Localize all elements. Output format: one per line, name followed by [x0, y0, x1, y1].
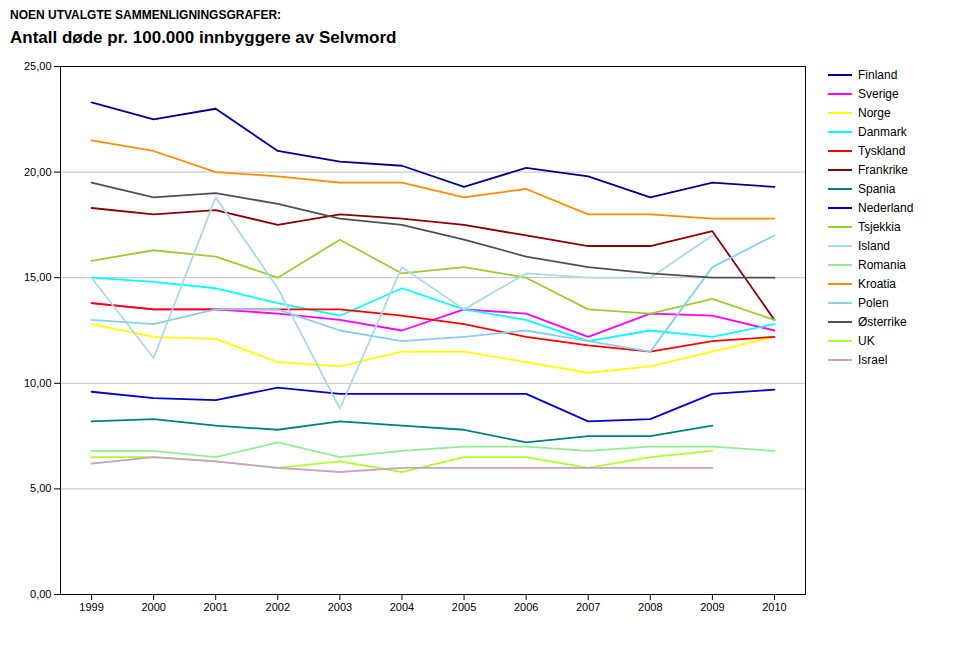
svg-text:25,00: 25,00 — [24, 60, 52, 72]
svg-text:2010: 2010 — [762, 601, 786, 613]
svg-text:1999: 1999 — [79, 601, 103, 613]
html-text:Romania: Romania — [858, 258, 906, 272]
html-text:Danmark: Danmark — [858, 125, 907, 139]
svg-text:2003: 2003 — [328, 601, 352, 613]
svg-text:2005: 2005 — [452, 601, 476, 613]
html-text:Tsjekkia: Tsjekkia — [858, 220, 901, 234]
html-text:Israel: Israel — [858, 353, 888, 367]
svg-text:2007: 2007 — [576, 601, 600, 613]
html-text:Spania: Spania — [858, 182, 896, 196]
svg-text:2006: 2006 — [514, 601, 538, 613]
svg-text:2001: 2001 — [203, 601, 227, 613]
html-text:Antall døde pr. 100.000 innbyg: Antall døde pr. 100.000 innbyggere av Se… — [10, 28, 397, 47]
html-text:Østerrike: Østerrike — [858, 315, 907, 329]
html-text:Nederland: Nederland — [858, 201, 914, 215]
svg-text:15,00: 15,00 — [24, 271, 52, 283]
svg-text:2002: 2002 — [266, 601, 290, 613]
html-text:Norge: Norge — [858, 106, 891, 120]
svg-text:10,00: 10,00 — [24, 377, 52, 389]
svg-text:0,00: 0,00 — [30, 588, 51, 600]
svg-text:2009: 2009 — [700, 601, 724, 613]
html-text:NOEN UTVALGTE SAMMENLIGNINGSGR: NOEN UTVALGTE SAMMENLIGNINGSGRAFER: — [10, 8, 282, 22]
svg-text:2000: 2000 — [141, 601, 165, 613]
html-text:Tyskland: Tyskland — [858, 144, 906, 158]
svg-text:20,00: 20,00 — [24, 166, 52, 178]
html-text:Island: Island — [858, 239, 890, 253]
html-text:Frankrike: Frankrike — [858, 163, 908, 177]
svg-text:2008: 2008 — [638, 601, 662, 613]
svg-text:2004: 2004 — [390, 601, 414, 613]
html-text:UK: UK — [858, 334, 875, 348]
html-text:Sverige: Sverige — [858, 87, 899, 101]
html-text:Kroatia: Kroatia — [858, 277, 896, 291]
html-text:Polen: Polen — [858, 296, 889, 310]
html-text:Finland: Finland — [858, 68, 898, 82]
svg-text:5,00: 5,00 — [30, 482, 51, 494]
